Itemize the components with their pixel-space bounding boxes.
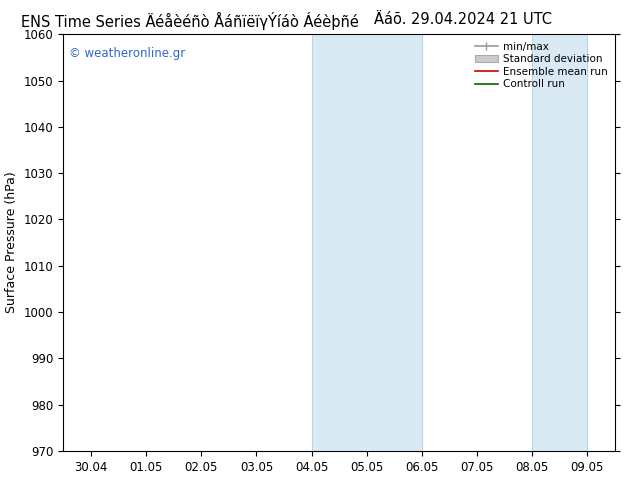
Y-axis label: Surface Pressure (hPa): Surface Pressure (hPa) xyxy=(5,172,18,314)
Bar xyxy=(533,34,588,451)
Text: © weatheronline.gr: © weatheronline.gr xyxy=(69,47,185,60)
Text: Äáõ. 29.04.2024 21 UTC: Äáõ. 29.04.2024 21 UTC xyxy=(374,12,552,27)
Legend: min/max, Standard deviation, Ensemble mean run, Controll run: min/max, Standard deviation, Ensemble me… xyxy=(473,40,610,92)
Text: ENS Time Series Äéåèéñò ÅáñïëïγÝíáò Áéèþñé: ENS Time Series Äéåèéñò ÅáñïëïγÝíáò Áéèþ… xyxy=(22,12,359,30)
Bar xyxy=(312,34,422,451)
